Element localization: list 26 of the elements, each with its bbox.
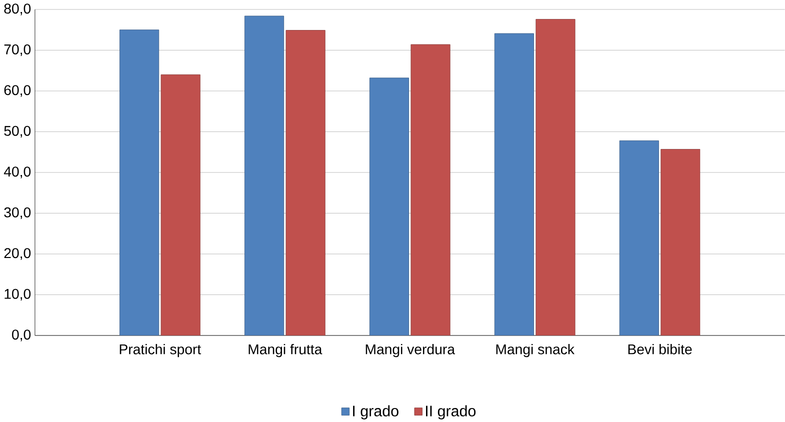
- legend-label: II grado: [426, 405, 476, 420]
- legend-label: I grado: [353, 405, 398, 420]
- x-tick-label: Mangi verdura: [366, 344, 455, 358]
- bar: [410, 44, 450, 336]
- bar: [120, 30, 160, 336]
- x-tick-label: Pratichi sport: [120, 344, 202, 358]
- bar: [536, 18, 576, 336]
- y-tick-label: 0,0: [12, 330, 31, 342]
- bar: [660, 148, 700, 336]
- x-tick-label: Bevi bibite: [628, 344, 692, 354]
- y-tick-label: 30,0: [4, 207, 31, 219]
- bar: [160, 74, 200, 336]
- y-tick-label: 70,0: [4, 44, 31, 56]
- bar: [369, 78, 410, 336]
- y-tick-label: 40,0: [4, 166, 31, 178]
- bar: [494, 33, 534, 336]
- y-tick-label: 80,0: [4, 4, 31, 16]
- y-tick-label: 10,0: [4, 288, 31, 300]
- y-tick-label: 20,0: [4, 248, 31, 260]
- bar: [286, 30, 326, 336]
- x-tick-label: Mangi frutta: [248, 344, 322, 358]
- bar: [244, 16, 284, 336]
- y-tick-label: 60,0: [4, 85, 31, 97]
- x-tick-label: Mangi snack: [496, 344, 574, 358]
- bar: [619, 140, 659, 336]
- y-tick-label: 50,0: [4, 126, 31, 138]
